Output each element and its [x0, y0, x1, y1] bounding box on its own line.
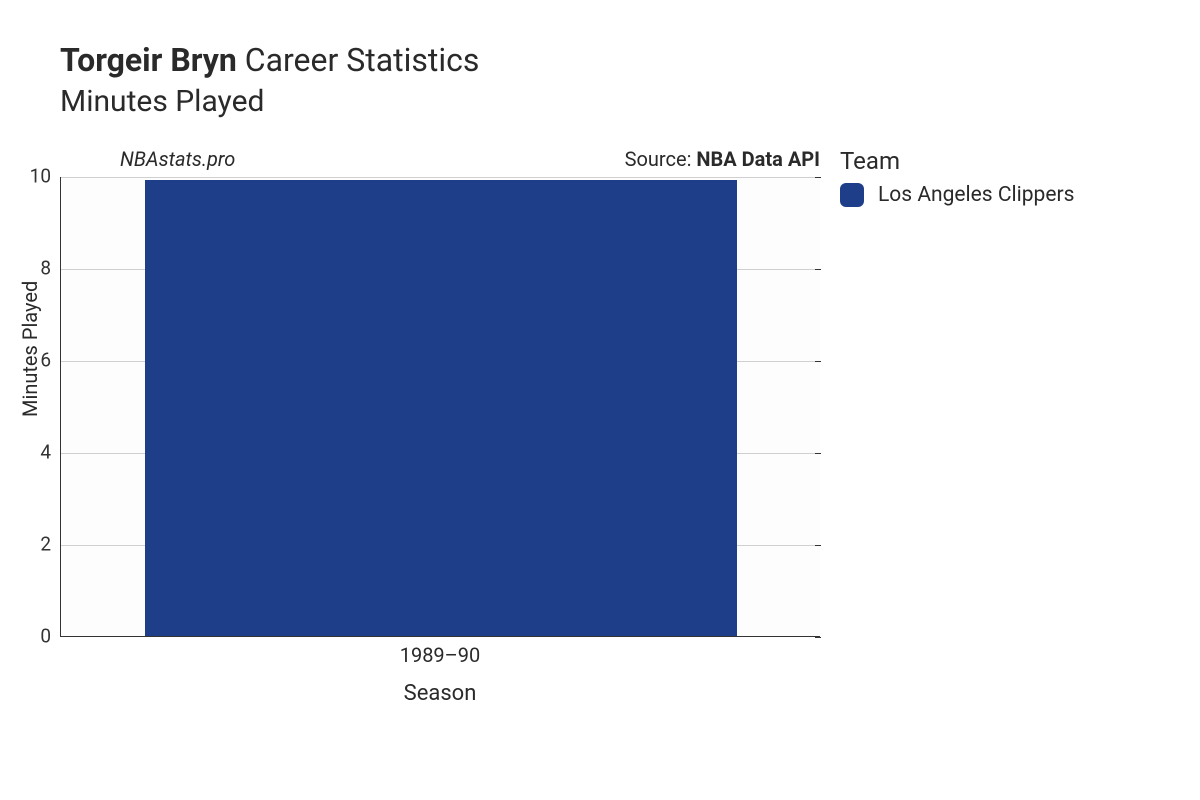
- x-tick-label: 1989–90: [400, 643, 481, 667]
- annotation-row: NBAstats.pro Source: NBA Data API: [60, 147, 820, 177]
- y-tick-mark: [815, 269, 821, 270]
- legend-item: Los Angeles Clippers: [840, 183, 1074, 207]
- y-tick-label: 0: [40, 624, 61, 647]
- gridline: [61, 177, 820, 178]
- plot-region: Minutes Played NBAstats.pro Source: NBA …: [60, 147, 1160, 706]
- chart-column: Minutes Played NBAstats.pro Source: NBA …: [60, 147, 820, 706]
- y-tick-label: 2: [40, 532, 61, 555]
- y-tick-label: 6: [40, 348, 61, 371]
- source-annotation: Source: NBA Data API: [625, 147, 820, 171]
- source-name: NBA Data API: [696, 147, 820, 171]
- source-prefix: Source:: [625, 147, 697, 171]
- legend: Team Los Angeles Clippers: [840, 147, 1074, 207]
- y-tick-label: 4: [40, 440, 61, 463]
- x-axis-label: Season: [60, 681, 820, 706]
- x-tick-row: 1989–90: [60, 637, 820, 671]
- y-tick-mark: [815, 177, 821, 178]
- y-tick-mark: [815, 453, 821, 454]
- player-name: Torgeir Bryn: [60, 41, 237, 79]
- y-tick-label: 10: [30, 164, 61, 187]
- chart-container: Torgeir Bryn Career Statistics Minutes P…: [0, 0, 1200, 800]
- legend-swatch: [840, 183, 864, 207]
- plot-area: 0246810: [60, 177, 820, 637]
- chart-subtitle: Minutes Played: [60, 84, 1160, 119]
- chart-title-block: Torgeir Bryn Career Statistics Minutes P…: [60, 40, 1160, 119]
- y-axis-label: Minutes Played: [18, 280, 42, 416]
- bar: [145, 180, 738, 635]
- legend-label: Los Angeles Clippers: [878, 183, 1074, 207]
- legend-title: Team: [840, 147, 1074, 175]
- y-tick-label: 8: [40, 256, 61, 279]
- title-suffix: Career Statistics: [245, 41, 480, 79]
- site-watermark: NBAstats.pro: [120, 147, 235, 171]
- y-tick-mark: [815, 545, 821, 546]
- chart-title-line1: Torgeir Bryn Career Statistics: [60, 40, 1160, 82]
- y-tick-mark: [815, 361, 821, 362]
